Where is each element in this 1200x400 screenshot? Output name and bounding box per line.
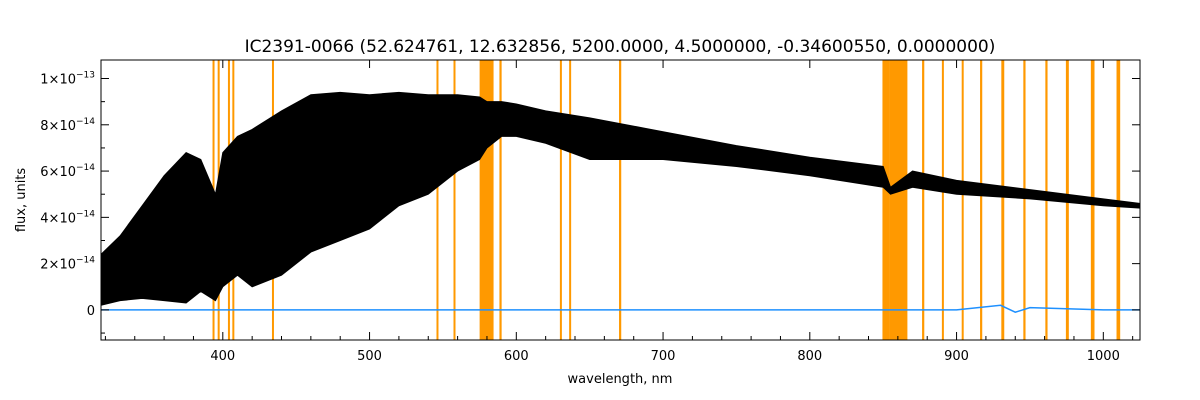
masked-region-6: [453, 60, 456, 340]
y-tick-label: 1×10−13: [40, 71, 95, 88]
y-tick-exponent: −13: [76, 71, 95, 81]
x-tick-label: 500: [357, 349, 382, 364]
masked-region-11: [619, 60, 622, 340]
x-tick-label: 900: [944, 349, 969, 364]
masked-region-14: [922, 60, 925, 340]
x-tick-label: 700: [651, 349, 676, 364]
chart-title: IC2391-0066 (52.624761, 12.632856, 5200.…: [245, 37, 996, 57]
masked-region-19: [1023, 60, 1026, 340]
y-tick-label: 8×10−14: [40, 117, 95, 134]
masked-region-15: [941, 60, 944, 340]
y-tick-label: 4×10−14: [40, 209, 95, 226]
masked-region-9: [559, 60, 562, 340]
masked-region-16: [961, 60, 964, 340]
x-tick-label: 400: [210, 349, 235, 364]
error-series: [101, 304, 1140, 314]
x-axis-ticks: 400 500 600 700 800 900 1000: [104, 60, 1134, 364]
masked-region-8: [499, 60, 502, 340]
y-tick-exponent: −14: [76, 209, 95, 219]
masked-region-23: [1116, 60, 1121, 340]
x-tick-label: 800: [797, 349, 822, 364]
y-tick-exponent: −14: [76, 256, 95, 266]
masked-region-13: [889, 60, 908, 340]
masked-region-17: [980, 60, 983, 340]
masked-region-18: [1001, 60, 1005, 340]
x-tick-label: 600: [504, 349, 529, 364]
y-tick-label: 6×10−14: [40, 163, 95, 180]
y-tick-exponent: −14: [76, 163, 95, 173]
x-tick-label: 1000: [1087, 349, 1120, 364]
masked-region-10: [569, 60, 572, 340]
y-tick-exponent: −14: [76, 117, 95, 127]
y-axis-label: flux, units: [14, 168, 29, 233]
x-axis-label: wavelength, nm: [568, 372, 673, 387]
masked-region-5: [436, 60, 439, 340]
y-tick-label: 0: [87, 304, 95, 319]
masked-region-12: [882, 60, 890, 340]
y-tick-label: 2×10−14: [40, 256, 95, 273]
plot-frame: [100, 59, 1141, 341]
error-trace: [101, 304, 1140, 314]
